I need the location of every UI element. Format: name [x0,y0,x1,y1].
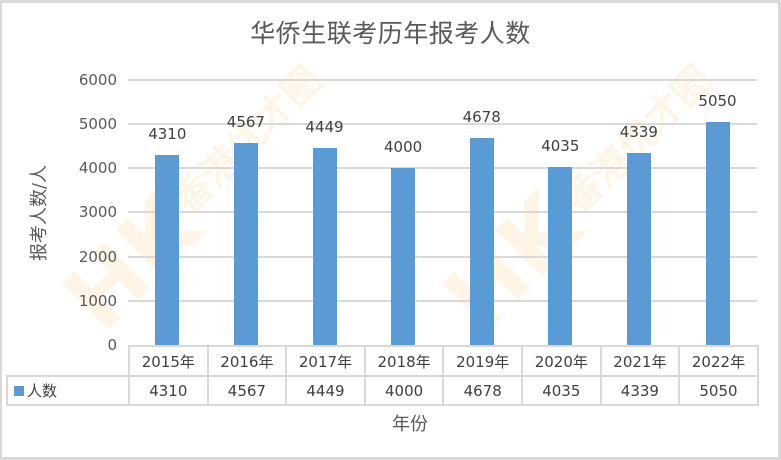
bar[interactable] [391,168,416,345]
legend-label: 人数 [27,382,58,400]
gridline [128,167,757,170]
data-label: 4035 [541,136,580,155]
y-tick-label: 2000 [78,247,117,266]
table-header-cell: 2020年 [521,345,602,377]
gridline [128,211,757,214]
gridline [128,299,757,302]
y-tick-label: 3000 [78,203,117,222]
bar[interactable] [626,153,651,345]
bar[interactable] [705,121,730,345]
y-tick-label: 4000 [78,159,117,178]
table-header-cell: 2019年 [442,345,523,377]
data-label: 5050 [698,91,737,110]
data-label: 4339 [619,123,658,142]
table-value-cell: 4678 [442,375,523,406]
table-value-cell: 4339 [599,375,681,406]
data-label: 4678 [462,108,501,127]
bar[interactable] [469,138,494,345]
bar[interactable] [548,166,573,345]
table-value-cell: 4310 [128,375,209,406]
y-axis-label: 报考人数/人 [29,164,50,262]
table-value-cell: 4567 [206,375,288,406]
table-value-cell: 4000 [363,375,445,406]
table-header-cell: 2022年 [678,345,759,377]
bar[interactable] [233,143,258,345]
gridline [128,123,757,126]
data-label: 4310 [148,124,187,143]
data-label: 4000 [384,138,423,157]
table-header-cell: 2016年 [206,345,288,377]
chart-title: 华侨生联考历年报考人数 [250,19,531,48]
data-label: 4449 [305,118,344,137]
bar[interactable] [155,154,180,345]
y-tick-label: 0 [107,336,117,354]
table-value-cell: 4035 [521,375,602,406]
table-value-cell: 4449 [285,375,366,406]
table-header-cell: 2017年 [285,345,366,377]
y-tick-label: 6000 [78,70,117,89]
bar[interactable] [312,148,337,345]
table-header-cell: 2015年 [128,345,209,377]
y-tick-label: 1000 [78,291,117,310]
gridline [128,255,757,258]
data-label: 4567 [226,113,265,132]
gridline [128,78,757,81]
table-header-cell: 2018年 [363,345,445,377]
table-value-cell: 5050 [678,375,759,406]
x-axis-label: 年份 [392,414,428,435]
legend-swatch-icon [14,385,24,396]
legend-cell: 人数 [6,375,130,406]
y-tick-label: 5000 [78,115,117,134]
table-header-cell: 2021年 [599,345,681,377]
